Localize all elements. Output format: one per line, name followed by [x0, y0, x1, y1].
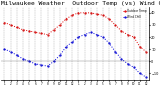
Text: Milwaukee Weather  Outdoor Temp (vs) Wind Chill (Last 24 Hours): Milwaukee Weather Outdoor Temp (vs) Wind… — [1, 1, 160, 6]
Legend: Outdoor Temp, Wind Chill: Outdoor Temp, Wind Chill — [122, 8, 148, 20]
